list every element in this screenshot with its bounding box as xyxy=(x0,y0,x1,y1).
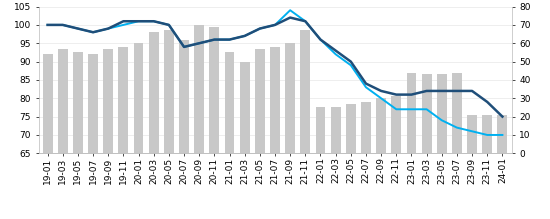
Bar xyxy=(270,47,280,153)
Bar xyxy=(194,25,204,153)
Bar xyxy=(331,108,340,153)
Bar xyxy=(210,27,219,153)
Bar xyxy=(164,30,174,153)
Bar xyxy=(285,43,295,153)
Bar xyxy=(103,49,113,153)
Bar xyxy=(392,96,401,153)
Bar xyxy=(88,54,98,153)
Bar xyxy=(43,54,52,153)
Bar xyxy=(376,98,386,153)
Bar xyxy=(467,115,477,153)
Bar xyxy=(482,115,492,153)
Bar xyxy=(240,62,250,153)
Bar xyxy=(452,73,462,153)
Bar xyxy=(134,43,144,153)
Bar xyxy=(179,40,189,153)
Bar xyxy=(346,104,356,153)
Bar xyxy=(73,52,83,153)
Bar xyxy=(498,115,507,153)
Bar xyxy=(300,30,310,153)
Bar xyxy=(149,32,158,153)
Bar xyxy=(224,52,234,153)
Bar xyxy=(118,47,128,153)
Bar xyxy=(437,74,447,153)
Bar xyxy=(316,108,326,153)
Bar xyxy=(58,49,68,153)
Bar xyxy=(361,102,371,153)
Bar xyxy=(406,73,416,153)
Bar xyxy=(422,74,432,153)
Bar xyxy=(255,49,265,153)
